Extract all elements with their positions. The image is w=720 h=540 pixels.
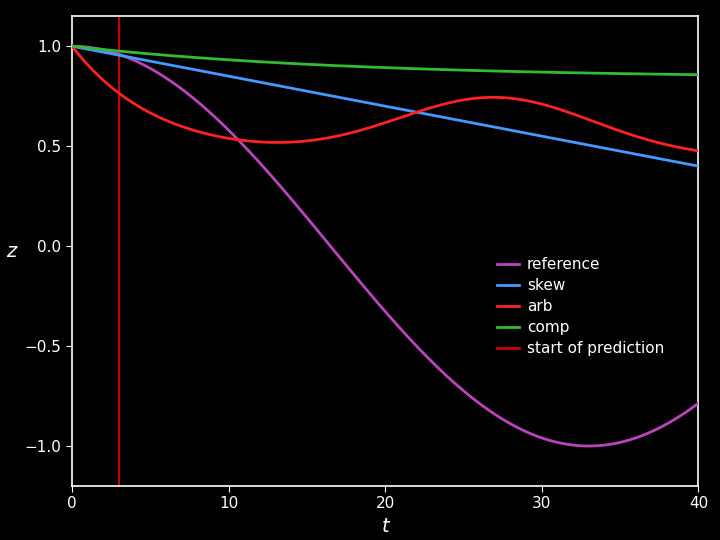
Legend: reference, skew, arb, comp, start of prediction: reference, skew, arb, comp, start of pre… <box>489 249 672 364</box>
X-axis label: t: t <box>382 517 389 536</box>
Y-axis label: z: z <box>6 241 16 261</box>
